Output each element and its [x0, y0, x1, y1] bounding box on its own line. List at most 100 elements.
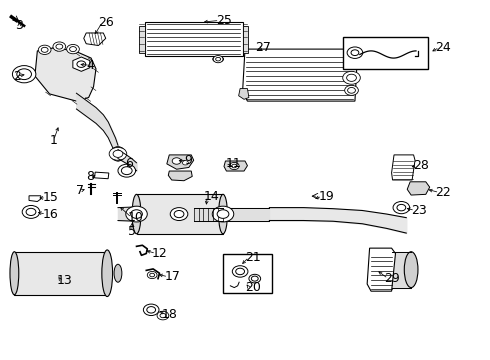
Circle shape	[77, 61, 86, 67]
Circle shape	[393, 202, 410, 214]
Circle shape	[251, 276, 258, 281]
Bar	[145, 22, 243, 56]
Circle shape	[170, 208, 188, 221]
Ellipse shape	[213, 56, 223, 62]
Bar	[243, 26, 248, 53]
Text: 24: 24	[436, 41, 451, 54]
Circle shape	[347, 47, 363, 58]
Bar	[95, 172, 109, 179]
Circle shape	[351, 50, 359, 55]
Bar	[14, 252, 107, 295]
Text: 29: 29	[384, 272, 400, 285]
Ellipse shape	[10, 252, 19, 295]
Polygon shape	[168, 171, 192, 181]
Bar	[343, 37, 428, 69]
Polygon shape	[243, 49, 357, 101]
Circle shape	[160, 314, 166, 318]
Circle shape	[213, 55, 223, 63]
Circle shape	[109, 147, 127, 160]
Text: 9: 9	[184, 154, 192, 167]
Polygon shape	[29, 196, 41, 202]
Polygon shape	[392, 155, 415, 180]
Text: 5: 5	[128, 225, 136, 238]
Text: 13: 13	[57, 274, 73, 287]
Text: 23: 23	[411, 204, 427, 217]
Ellipse shape	[404, 252, 418, 288]
Circle shape	[147, 307, 156, 313]
Text: 2: 2	[13, 69, 21, 82]
Text: 18: 18	[162, 308, 178, 321]
Circle shape	[172, 158, 181, 164]
Circle shape	[67, 44, 79, 54]
Circle shape	[131, 210, 143, 219]
Circle shape	[346, 74, 356, 81]
Circle shape	[236, 268, 245, 275]
Text: 7: 7	[76, 184, 84, 197]
Circle shape	[182, 161, 188, 165]
Text: 27: 27	[255, 41, 270, 54]
Ellipse shape	[132, 194, 141, 234]
Text: 16: 16	[42, 208, 58, 221]
Text: 1: 1	[49, 134, 57, 147]
Circle shape	[344, 85, 358, 95]
Text: 17: 17	[164, 270, 180, 283]
Text: 8: 8	[86, 170, 94, 183]
Text: 14: 14	[203, 190, 219, 203]
Polygon shape	[239, 89, 249, 99]
Text: 4: 4	[86, 59, 94, 72]
Text: 20: 20	[245, 281, 261, 294]
Polygon shape	[224, 161, 247, 171]
Circle shape	[144, 304, 159, 316]
Polygon shape	[73, 57, 90, 71]
Polygon shape	[407, 182, 430, 195]
Circle shape	[249, 274, 261, 283]
Ellipse shape	[111, 147, 125, 161]
Circle shape	[347, 87, 355, 93]
Circle shape	[41, 47, 48, 52]
Text: 19: 19	[318, 190, 334, 203]
Circle shape	[150, 273, 155, 277]
Circle shape	[70, 46, 76, 51]
Text: 22: 22	[436, 186, 451, 199]
Circle shape	[118, 164, 136, 177]
Circle shape	[22, 206, 40, 219]
Text: 6: 6	[125, 157, 133, 170]
Circle shape	[74, 58, 89, 70]
Circle shape	[113, 150, 123, 157]
Circle shape	[56, 44, 63, 49]
Text: 26: 26	[98, 16, 114, 29]
Circle shape	[229, 162, 239, 170]
Circle shape	[343, 71, 360, 84]
Circle shape	[122, 167, 132, 175]
Circle shape	[17, 69, 31, 80]
Polygon shape	[35, 47, 96, 101]
Ellipse shape	[219, 194, 227, 234]
Circle shape	[217, 210, 229, 219]
Text: 21: 21	[245, 251, 261, 264]
Ellipse shape	[114, 264, 122, 282]
Circle shape	[53, 42, 66, 51]
Circle shape	[26, 208, 36, 216]
Text: 11: 11	[225, 157, 241, 170]
Text: 25: 25	[216, 14, 232, 27]
Bar	[223, 253, 272, 293]
Bar	[137, 194, 223, 234]
Text: 15: 15	[42, 192, 58, 204]
Ellipse shape	[102, 250, 113, 297]
Polygon shape	[84, 33, 106, 45]
Circle shape	[212, 206, 234, 222]
Text: 12: 12	[152, 247, 168, 260]
Circle shape	[232, 266, 248, 277]
Circle shape	[174, 211, 184, 218]
Circle shape	[216, 57, 220, 61]
Circle shape	[147, 271, 157, 279]
Polygon shape	[167, 155, 194, 169]
Circle shape	[12, 66, 36, 83]
Circle shape	[126, 206, 147, 222]
Text: 28: 28	[414, 159, 429, 172]
Circle shape	[157, 311, 169, 320]
Text: 10: 10	[128, 211, 144, 224]
Polygon shape	[367, 248, 395, 291]
Text: 3: 3	[15, 19, 23, 32]
Circle shape	[38, 45, 51, 54]
